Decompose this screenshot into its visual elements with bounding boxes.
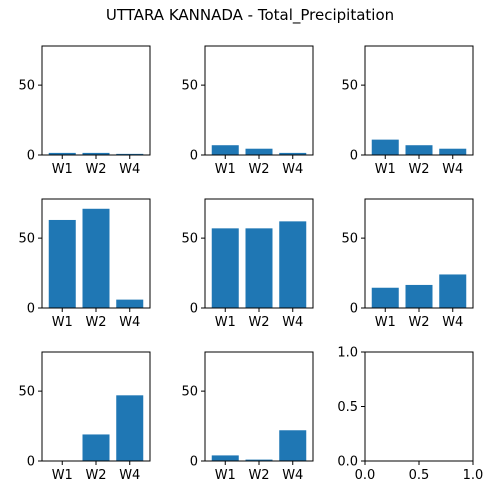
y-tick-label: 0 (350, 149, 358, 164)
x-tick-label: W4 (119, 315, 140, 330)
x-tick-label: 0.5 (409, 468, 430, 483)
x-tick-label: W4 (442, 162, 463, 177)
axes-frame (41, 45, 151, 156)
x-tick-label: W4 (442, 315, 463, 330)
bar-w4 (439, 274, 467, 308)
subplot-6: 0 50 W1 W2 W4 (341, 198, 474, 330)
bar-w4 (279, 221, 307, 308)
axes-frame (204, 198, 314, 309)
y-tick-label: 0 (27, 302, 35, 317)
y-tick-label: 50 (18, 385, 35, 400)
bar-w2 (245, 228, 273, 308)
axes-frame (204, 351, 314, 462)
x-tick-label: W4 (282, 162, 303, 177)
bar-w2 (82, 434, 110, 461)
axes-frame (41, 198, 151, 309)
bar-w4 (279, 152, 307, 155)
y-tick-label: 0.0 (337, 455, 358, 470)
bar-w2 (405, 145, 433, 155)
x-tick-label: 1.0 (463, 468, 484, 483)
bar-w2 (405, 284, 433, 308)
x-tick-label: W2 (85, 315, 106, 330)
y-tick-label: 50 (341, 79, 358, 94)
x-tick-label: W2 (408, 162, 429, 177)
axes-frame (364, 351, 474, 462)
y-tick-label: 50 (18, 79, 35, 94)
axes-frame (364, 45, 474, 156)
bar-w4 (279, 430, 307, 461)
bar-w2 (245, 459, 273, 461)
bar-w1 (211, 145, 239, 155)
bar-w1 (371, 287, 399, 308)
x-tick-label: W2 (408, 315, 429, 330)
bar-w2 (245, 148, 273, 155)
x-tick-label: W4 (282, 315, 303, 330)
x-tick-label: W2 (248, 315, 269, 330)
x-tick-label: W4 (119, 162, 140, 177)
x-tick-label: W4 (282, 468, 303, 483)
subplot-5: 0 50 W1 W2 W4 (181, 198, 314, 330)
bar-w4 (116, 299, 144, 308)
y-tick-label: 0 (190, 302, 198, 317)
subplot-4: 0 50 W1 W2 W4 (18, 198, 151, 330)
axes-frame (204, 45, 314, 156)
bar-w2 (82, 208, 110, 308)
axes-frame (364, 198, 474, 309)
bar-w2 (82, 152, 110, 155)
bar-w4 (116, 153, 144, 155)
subplot-2: 0 50 W1 W2 W4 (181, 45, 314, 177)
y-tick-label: 50 (181, 232, 198, 247)
figure-title: UTTARA KANNADA - Total_Precipitation (105, 6, 395, 24)
bar-w4 (439, 148, 467, 155)
x-tick-label: W1 (375, 315, 396, 330)
y-tick-label: 50 (181, 79, 198, 94)
y-tick-label: 0 (190, 149, 198, 164)
x-tick-label: W4 (119, 468, 140, 483)
x-tick-label: 0.0 (355, 468, 376, 483)
subplot-1: 0 50 W1 W2 W4 (18, 45, 151, 177)
y-tick-label: 0 (27, 455, 35, 470)
x-tick-label: W1 (52, 162, 73, 177)
y-tick-label: 0 (350, 302, 358, 317)
subplot-3: 0 50 W1 W2 W4 (341, 45, 474, 177)
subplot-7: 0 50 W1 W2 W4 (18, 351, 151, 483)
bar-w1 (211, 228, 239, 308)
y-tick-label: 0 (27, 149, 35, 164)
x-tick-label: W2 (85, 468, 106, 483)
x-tick-label: W2 (248, 162, 269, 177)
x-tick-label: W2 (248, 468, 269, 483)
x-tick-label: W1 (52, 315, 73, 330)
axes-frame (41, 351, 151, 462)
y-tick-label: 50 (341, 232, 358, 247)
y-tick-label: 1.0 (337, 346, 358, 361)
y-tick-label: 0 (190, 455, 198, 470)
subplot-9: 0.0 0.5 1.0 0.0 0.5 1.0 (337, 346, 483, 484)
y-tick-label: 0.5 (337, 400, 358, 415)
bar-w1 (371, 139, 399, 155)
y-tick-label: 50 (181, 385, 198, 400)
y-tick-label: 50 (18, 232, 35, 247)
x-tick-label: W2 (85, 162, 106, 177)
x-tick-label: W1 (375, 162, 396, 177)
bar-w4 (116, 395, 144, 461)
subplot-8: 0 50 W1 W2 W4 (181, 351, 314, 483)
x-tick-label: W1 (215, 468, 236, 483)
x-tick-label: W1 (215, 315, 236, 330)
bar-w1 (48, 219, 76, 308)
bar-w1 (211, 455, 239, 461)
x-tick-label: W1 (215, 162, 236, 177)
bar-w1 (48, 152, 76, 155)
x-tick-label: W1 (52, 468, 73, 483)
